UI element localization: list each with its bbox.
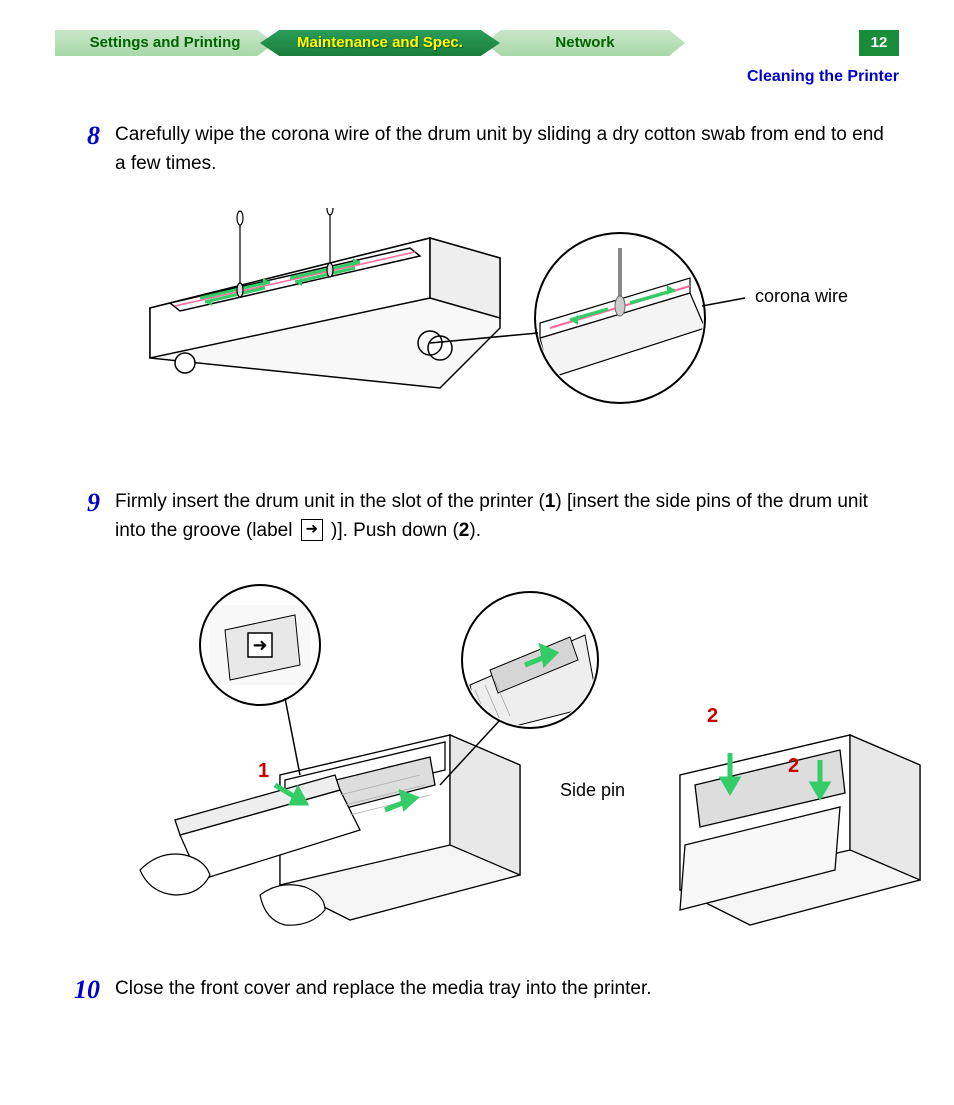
label-side-pin: Side pin (560, 780, 625, 801)
figure-corona-wire: corona wire (130, 208, 864, 448)
callout-red-2b: 2 (788, 755, 799, 778)
page-number: 12 (859, 30, 899, 56)
tab-network[interactable]: Network (485, 30, 685, 56)
step-9: 9 Firmly insert the drum unit in the slo… (40, 488, 914, 545)
step-number: 10 (65, 975, 115, 1005)
step-text: Carefully wipe the corona wire of the dr… (115, 121, 889, 178)
step-text: Firmly insert the drum unit in the slot … (115, 488, 889, 545)
step-number: 9 (65, 488, 115, 518)
header-bar: Settings and Printing Maintenance and Sp… (40, 30, 914, 58)
step-text-part: ). (469, 520, 481, 541)
section-subtitle: Cleaning the Printer (40, 68, 914, 86)
figure-insert-drum: ➜ (130, 575, 864, 935)
step-number: 8 (65, 121, 115, 151)
step-text-part: Firmly insert the drum unit in the slot … (115, 491, 545, 512)
tab-settings-printing[interactable]: Settings and Printing (55, 30, 275, 56)
label-corona-wire: corona wire (755, 286, 848, 307)
tab-maintenance-spec[interactable]: Maintenance and Spec. (260, 30, 500, 56)
step-text: Close the front cover and replace the me… (115, 975, 889, 1004)
step-text-part: )]. Push down ( (326, 520, 459, 541)
step-10: 10 Close the front cover and replace the… (40, 975, 914, 1005)
callout-red-1: 1 (258, 760, 269, 783)
arrow-right-icon (301, 519, 323, 541)
callout-red-2a: 2 (707, 705, 718, 728)
bold-callout-1: 1 (545, 491, 556, 512)
svg-text:➜: ➜ (252, 635, 267, 655)
step-8: 8 Carefully wipe the corona wire of the … (40, 121, 914, 178)
bold-callout-2: 2 (459, 520, 470, 541)
